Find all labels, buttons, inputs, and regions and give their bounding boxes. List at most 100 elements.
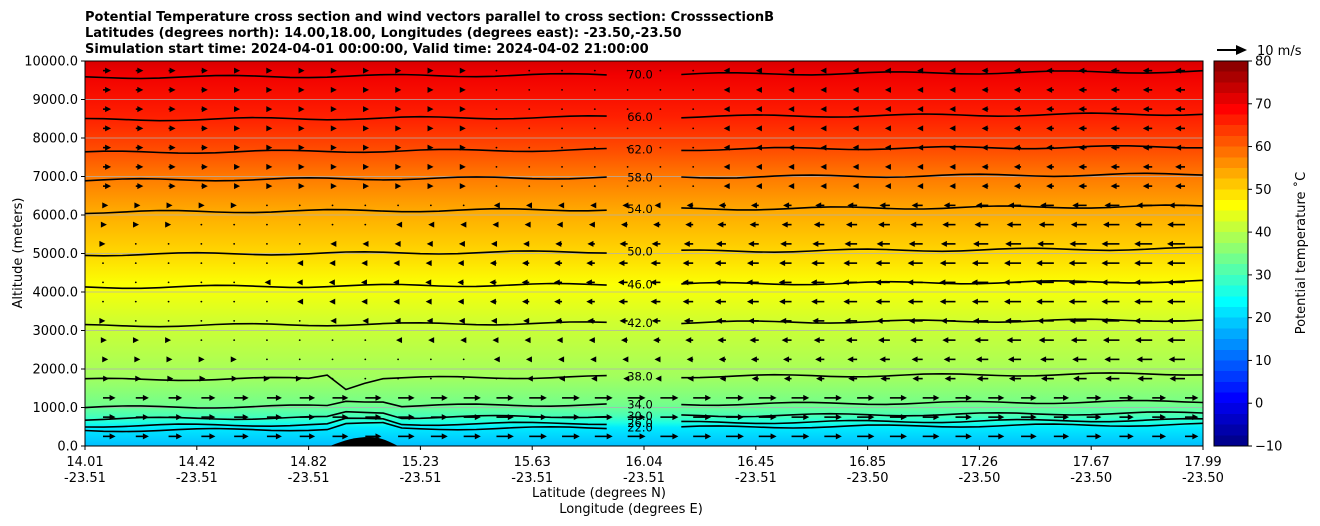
contour-label: 42.0 — [627, 316, 653, 330]
wind-vector — [1119, 433, 1134, 440]
y-axis-label: Altitude (meters) — [11, 198, 26, 309]
wind-vector — [168, 394, 183, 401]
colorbar-label: Potential temperature ˚C — [1293, 172, 1309, 335]
wind-vector — [330, 86, 337, 93]
wind-vector — [683, 240, 694, 247]
wind-vector — [651, 240, 661, 247]
wind-vector — [298, 86, 305, 93]
wind-vector — [364, 204, 367, 207]
wind-vector — [493, 202, 500, 209]
wind-vector — [99, 317, 106, 324]
wind-vector — [103, 106, 112, 113]
wind-vector — [717, 221, 726, 228]
contour-line — [681, 318, 1203, 325]
wind-vector — [586, 260, 595, 267]
wind-vector — [815, 356, 825, 363]
wind-vector — [1086, 433, 1102, 440]
wind-vector — [167, 242, 170, 245]
y-tick-label: 6000.0 — [33, 209, 79, 224]
wind-vector — [692, 127, 695, 130]
wind-vector — [1175, 183, 1185, 190]
wind-vector — [266, 106, 273, 113]
wind-vector — [495, 185, 498, 188]
wind-vector — [1068, 260, 1087, 267]
wind-vector — [1046, 183, 1054, 190]
wind-vector — [1134, 240, 1153, 247]
wind-vector — [200, 242, 203, 245]
wind-vector — [1167, 260, 1185, 267]
y-tick-label: 10000.0 — [24, 55, 78, 70]
wind-vector — [1103, 221, 1120, 228]
wind-vector — [660, 414, 679, 421]
wind-vector — [200, 262, 203, 265]
wind-vector — [939, 260, 956, 267]
wind-vector — [816, 375, 825, 382]
wind-vector — [103, 67, 112, 74]
contour-label: 58.0 — [627, 170, 653, 184]
wind-vector — [297, 298, 304, 305]
gridlines — [85, 61, 1203, 446]
wind-vector — [363, 125, 370, 132]
wind-vector — [233, 262, 236, 265]
contour-line — [85, 321, 607, 328]
wind-vector — [330, 183, 337, 190]
wind-vector — [330, 240, 337, 247]
wind-vector — [395, 183, 402, 190]
wind-vector — [1175, 106, 1185, 113]
wind-vector — [168, 67, 176, 74]
wind-vector — [562, 433, 580, 440]
wind-vector — [493, 356, 500, 363]
y-tick-label: 5000.0 — [33, 247, 79, 262]
wind-vector — [1068, 298, 1087, 305]
wind-vector — [364, 223, 367, 226]
wind-vector — [135, 394, 149, 401]
wind-vector — [889, 394, 907, 401]
wind-vector — [234, 394, 249, 401]
colorbar-scale — [1214, 61, 1248, 446]
wind-vector — [1086, 414, 1102, 421]
wind-vector — [489, 298, 497, 305]
wind-vector — [943, 202, 956, 209]
wind-vector — [750, 202, 759, 209]
wind-vector — [201, 144, 208, 151]
wind-vector — [981, 163, 989, 170]
wind-vector — [590, 202, 597, 209]
wind-reference-key: 10 m/s — [1217, 44, 1302, 59]
wind-vector — [783, 375, 792, 382]
wind-vector — [134, 202, 141, 209]
wind-vector — [298, 242, 301, 245]
wind-vector — [692, 146, 695, 149]
wind-vector — [1036, 260, 1054, 267]
wind-vector — [593, 185, 596, 188]
contour-line — [681, 145, 1203, 152]
title-line-3: Simulation start time: 2024-04-01 00:00:… — [85, 42, 649, 57]
x-tick-label-lat: 16.85 — [849, 455, 886, 470]
wind-vector — [1073, 375, 1087, 382]
wind-vector — [168, 163, 176, 170]
wind-vector — [755, 106, 762, 113]
wind-vector — [329, 298, 336, 305]
wind-vector — [103, 125, 112, 132]
wind-vector — [201, 67, 208, 74]
contour-line — [681, 279, 1203, 286]
wind-vector — [296, 279, 303, 286]
wind-vector — [332, 433, 349, 440]
x-tick-label-lon: -23.50 — [958, 471, 1000, 486]
wind-vector — [588, 221, 595, 228]
wind-vector — [201, 106, 208, 113]
wind-reference-label: 10 m/s — [1257, 44, 1302, 59]
wind-vector — [528, 108, 531, 111]
wind-vector — [135, 67, 144, 74]
wind-vector — [395, 106, 402, 113]
wind-vector — [457, 279, 464, 286]
x-tick-label-lat: 17.26 — [961, 455, 998, 470]
wind-vector — [910, 221, 923, 228]
colorbar-tick-label: 10 — [1255, 354, 1272, 369]
y-tick-label: 4000.0 — [33, 286, 79, 301]
wind-vector — [723, 125, 730, 132]
wind-vector — [626, 108, 629, 111]
contour-line — [85, 250, 607, 257]
wind-vector — [1175, 86, 1185, 93]
colorbar-tick-label: 70 — [1255, 97, 1272, 112]
wind-vector — [593, 69, 596, 72]
